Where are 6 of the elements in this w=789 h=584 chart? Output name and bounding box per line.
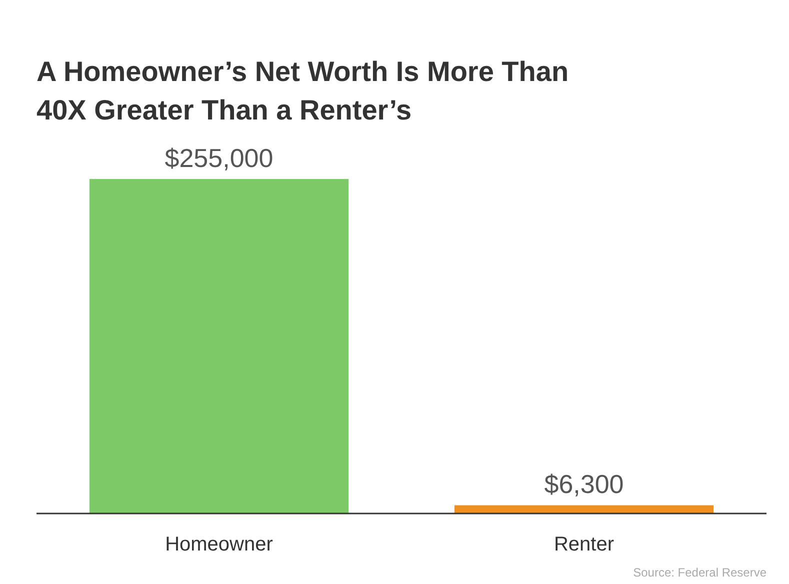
data-label: $255,000 — [164, 143, 274, 173]
data-label: $6,300 — [544, 469, 624, 500]
source-note: Source: Federal Reserve — [633, 566, 767, 580]
x-tick-label: Renter — [554, 534, 614, 556]
chart-title: A Homeowner’s Net Worth Is More Than 40X Greater Than a Renter’s — [36, 56, 569, 126]
x-tick-label: Homeowner — [165, 534, 274, 556]
